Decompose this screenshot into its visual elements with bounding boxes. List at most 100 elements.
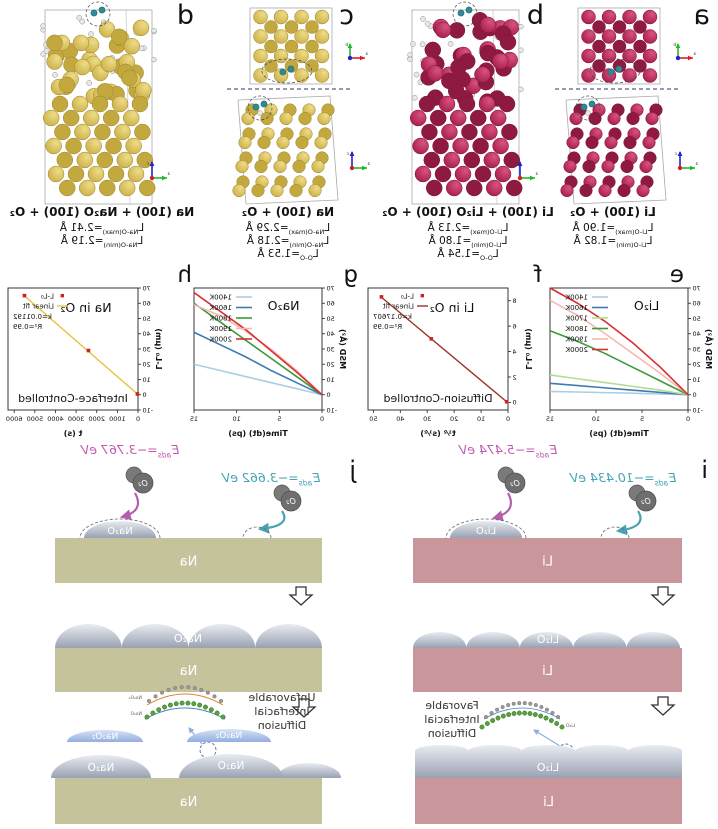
atom	[136, 151, 154, 169]
atom	[474, 165, 492, 183]
atom	[445, 179, 463, 197]
plot-title-g: Na₂O	[268, 298, 300, 313]
atom	[622, 9, 637, 25]
atom	[276, 135, 290, 150]
y-tick-label: -10	[693, 406, 704, 414]
adsorption-arrow	[491, 492, 512, 522]
structure-panel-d: ca	[40, 1, 170, 205]
atom	[432, 137, 449, 155]
atom	[264, 59, 278, 73]
atom	[501, 123, 518, 141]
y-axis-label-g: MSD (Å²)	[338, 329, 348, 369]
atom	[489, 109, 507, 127]
bond-length-b-2: LO-O=1.54 Å	[436, 247, 498, 262]
oxygen-atom	[151, 27, 157, 34]
na-slab-stage3-label: Na	[180, 795, 198, 810]
atom	[448, 22, 466, 39]
diffusion-atom-dot	[532, 712, 538, 718]
o2-label: O₂	[137, 479, 147, 488]
plot-annotation-f: Diffusion-Controlled	[383, 392, 492, 405]
inset-label: Li₂O	[566, 723, 576, 729]
atom	[91, 95, 109, 113]
mound-label: Li₂O	[476, 526, 496, 537]
atom	[492, 53, 509, 70]
atom	[105, 137, 122, 155]
atom	[253, 68, 268, 83]
atom	[54, 123, 71, 141]
x-tick-label: 40	[396, 415, 404, 423]
layer-label: Li₂O	[537, 761, 560, 774]
diffusion-atom-dot	[528, 701, 533, 706]
atom	[449, 109, 467, 127]
atom	[481, 123, 498, 141]
adsorption-site-outline	[247, 95, 273, 121]
atom	[238, 135, 252, 150]
axes-icon: ca	[675, 151, 698, 171]
na-slab-stage1-label: Na	[180, 555, 198, 570]
series-line-1400K	[193, 363, 323, 396]
cell-outline	[44, 9, 153, 205]
atom	[72, 34, 90, 52]
li-slab-stage1-label: Li	[542, 555, 553, 570]
fit-k-value-f: k=0.17607	[373, 313, 412, 321]
atom	[254, 159, 268, 174]
na-slab-stage1	[55, 538, 322, 583]
down-arrow-icon	[288, 586, 314, 606]
diffusion-atom-dot	[199, 687, 204, 692]
diffusion-atom-dot	[144, 714, 150, 720]
legend-label: 1400K	[565, 294, 588, 302]
x-tick-label: 3000	[68, 415, 85, 423]
adsorbed-o2-atom	[607, 68, 615, 76]
data-point	[379, 295, 384, 299]
adsorption-arrow	[615, 510, 642, 536]
y-tick-label: 60	[143, 300, 151, 308]
y-tick-label: 10	[143, 376, 151, 384]
atom	[498, 95, 516, 113]
diffusion-caption-j: Unfavorable	[248, 691, 315, 704]
diffusion-atom-dot	[490, 718, 496, 723]
diffusion-atom-dot	[538, 713, 544, 719]
data-point	[86, 348, 91, 353]
x-tick-label: 1000	[109, 415, 126, 423]
nucleation-site-outline	[445, 518, 527, 539]
text-label: a	[693, 51, 696, 56]
atom	[592, 59, 606, 73]
x-tick-label: 0	[686, 415, 690, 423]
oxygen-atom	[413, 71, 420, 78]
atom	[122, 109, 140, 127]
diffusion-atom-dot	[212, 694, 217, 699]
atom	[56, 151, 74, 169]
atom	[264, 20, 278, 34]
diffusion-atom-dot	[517, 701, 522, 706]
atom	[123, 37, 141, 55]
y-tick-label: 20	[693, 361, 701, 369]
diffusion-atom-dot	[543, 715, 549, 721]
y-tick-label: 20	[143, 361, 151, 369]
y-tick-label: 6	[513, 322, 517, 330]
oxygen-atom	[419, 41, 426, 48]
legend-label: 1400K	[209, 294, 232, 302]
adsorbed-o2-atom	[279, 68, 287, 76]
eads-label-i-metal: Eads=−10.434 eV	[568, 470, 676, 488]
series-line-1600K	[549, 382, 689, 396]
oxygen-atom	[518, 24, 524, 30]
diffusion-atom-dot	[218, 698, 224, 704]
atom	[581, 68, 596, 83]
li-slab-stage2-label: Li	[542, 664, 553, 679]
peroxide-cap	[67, 730, 143, 742]
atom	[633, 39, 647, 54]
adsorption-site-outline	[589, 58, 641, 84]
diffusion-atom-dot	[495, 707, 500, 712]
y-tick-label: 8	[513, 297, 517, 305]
atom	[264, 39, 278, 54]
li-slab-stage1	[413, 538, 682, 583]
x-axis-label-f: t¹⁄² (s¹⁄²)	[420, 429, 455, 438]
atom	[474, 66, 491, 83]
x-tick-label: 6000	[6, 415, 23, 423]
atom	[294, 29, 309, 44]
diffusion-atom-dot	[146, 698, 152, 704]
atom	[601, 9, 617, 25]
atom	[314, 9, 330, 25]
li-slab-stage3-label: Li	[543, 795, 554, 810]
atom	[58, 76, 76, 94]
